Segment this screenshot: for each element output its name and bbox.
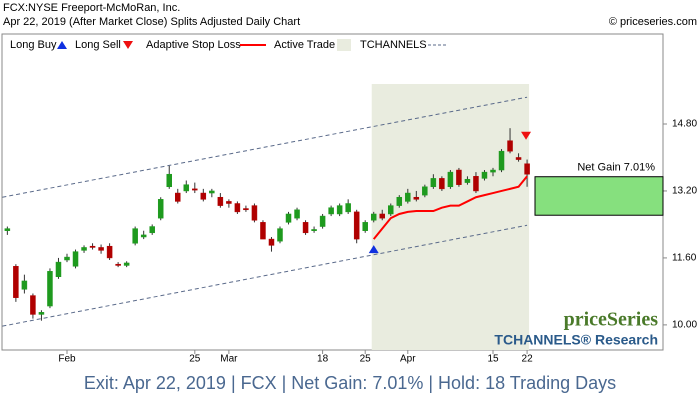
x-tick-label: 22 xyxy=(522,354,534,365)
legend-trade xyxy=(337,39,351,51)
legend-label: Long Sell xyxy=(75,39,121,51)
footer: Exit: Apr 22, 2019 | FCX | Net Gain: 7.0… xyxy=(84,373,616,393)
candle-body xyxy=(362,222,368,231)
candle-body xyxy=(422,186,428,196)
candle-body xyxy=(439,178,445,190)
candle-body xyxy=(353,211,360,240)
watermark-brand: priceSeries xyxy=(564,309,659,331)
candle-body xyxy=(64,256,70,261)
y-tick-label: 10.00 xyxy=(672,320,697,331)
candle-body xyxy=(98,247,104,251)
candle-body xyxy=(430,178,437,188)
candle-body xyxy=(285,213,292,223)
candle-body xyxy=(166,173,172,188)
active-trade xyxy=(371,84,530,350)
candle-body xyxy=(21,280,28,290)
x-tick-label: 18 xyxy=(317,354,329,365)
candle-body xyxy=(336,205,343,215)
candle-body xyxy=(132,228,138,244)
candle-body xyxy=(260,222,266,240)
candle-body xyxy=(217,196,224,206)
candle-body xyxy=(370,213,377,221)
candle-body xyxy=(379,213,385,219)
candle-body xyxy=(515,157,522,160)
candle-body xyxy=(55,261,62,278)
x-tick-label: Mar xyxy=(220,354,238,365)
candle-body xyxy=(234,203,241,213)
candle-body xyxy=(72,251,79,267)
net-gain-box xyxy=(534,176,664,216)
sell-signal xyxy=(521,131,532,140)
candle-body xyxy=(481,171,488,179)
candle-body xyxy=(464,178,471,183)
candle-body xyxy=(13,266,19,298)
candle-body xyxy=(140,234,147,238)
candle-body xyxy=(490,169,496,173)
candle-body xyxy=(81,247,87,251)
candle-body xyxy=(311,229,317,231)
legend-label: Adaptive Stop Loss xyxy=(146,39,241,51)
header-title: FCX:NYSE Freeport-McMoRan, Inc. xyxy=(3,2,180,14)
candle-body xyxy=(209,190,215,194)
candle-body xyxy=(396,196,403,206)
candle-body xyxy=(30,295,36,315)
candle-body xyxy=(319,215,326,227)
candle-body xyxy=(89,245,96,248)
stop-loss-line xyxy=(372,175,528,240)
candle-body xyxy=(226,201,232,204)
candle-body xyxy=(328,207,334,215)
y-tick-label: 14.80 xyxy=(672,119,697,130)
legend-sell xyxy=(123,41,133,49)
candle-body xyxy=(4,228,11,231)
legend-label: Active Trade xyxy=(274,39,335,51)
candle-body xyxy=(498,150,505,171)
y-tick-label: 11.60 xyxy=(672,253,697,264)
x-tick-label: Apr xyxy=(400,354,416,365)
candle-body xyxy=(388,205,394,215)
candle-body xyxy=(507,140,513,152)
candle-body xyxy=(123,262,130,266)
candle-body xyxy=(251,205,258,221)
candle-body xyxy=(38,312,45,315)
y-tick-label: 13.20 xyxy=(672,186,697,197)
watermark-research: TCHANNELS® Research xyxy=(494,332,658,348)
candle-body xyxy=(200,192,207,200)
candle-body xyxy=(294,209,300,219)
channel-lower xyxy=(2,224,528,327)
candle-body xyxy=(115,263,121,266)
candle-body xyxy=(405,192,411,202)
candle-body xyxy=(149,226,155,234)
candle-body xyxy=(106,245,113,259)
legend-label: TCHANNELS xyxy=(360,39,427,51)
footer-band xyxy=(0,368,700,400)
candle-body xyxy=(345,203,351,213)
candle-body xyxy=(447,171,454,188)
buy-signal xyxy=(368,245,379,254)
copyright: © priceseries.com xyxy=(609,16,697,28)
legend-buy xyxy=(57,41,67,49)
candle-body xyxy=(524,163,530,175)
candle-body xyxy=(268,238,275,246)
candle-body xyxy=(47,271,53,307)
x-tick-label: Feb xyxy=(58,354,76,365)
candle-body xyxy=(157,199,164,219)
channel-upper xyxy=(2,96,528,198)
candle-body xyxy=(413,196,420,200)
candle-body xyxy=(192,188,198,191)
x-tick-label: 25 xyxy=(189,354,201,365)
x-tick-label: 15 xyxy=(487,354,499,365)
x-tick-label: 25 xyxy=(360,354,372,365)
candle-body xyxy=(277,228,283,242)
candle-body xyxy=(243,208,249,211)
legend-label: Long Buy xyxy=(10,39,57,51)
candle-body xyxy=(183,184,190,192)
candle-body xyxy=(302,222,309,234)
candle-body xyxy=(175,192,181,202)
candle-body xyxy=(473,176,479,192)
net-gain-label: Net Gain 7.01% xyxy=(577,162,655,174)
header-subtitle: Apr 22, 2019 (After Market Close) Splits… xyxy=(3,16,300,28)
candle-body xyxy=(456,169,462,185)
